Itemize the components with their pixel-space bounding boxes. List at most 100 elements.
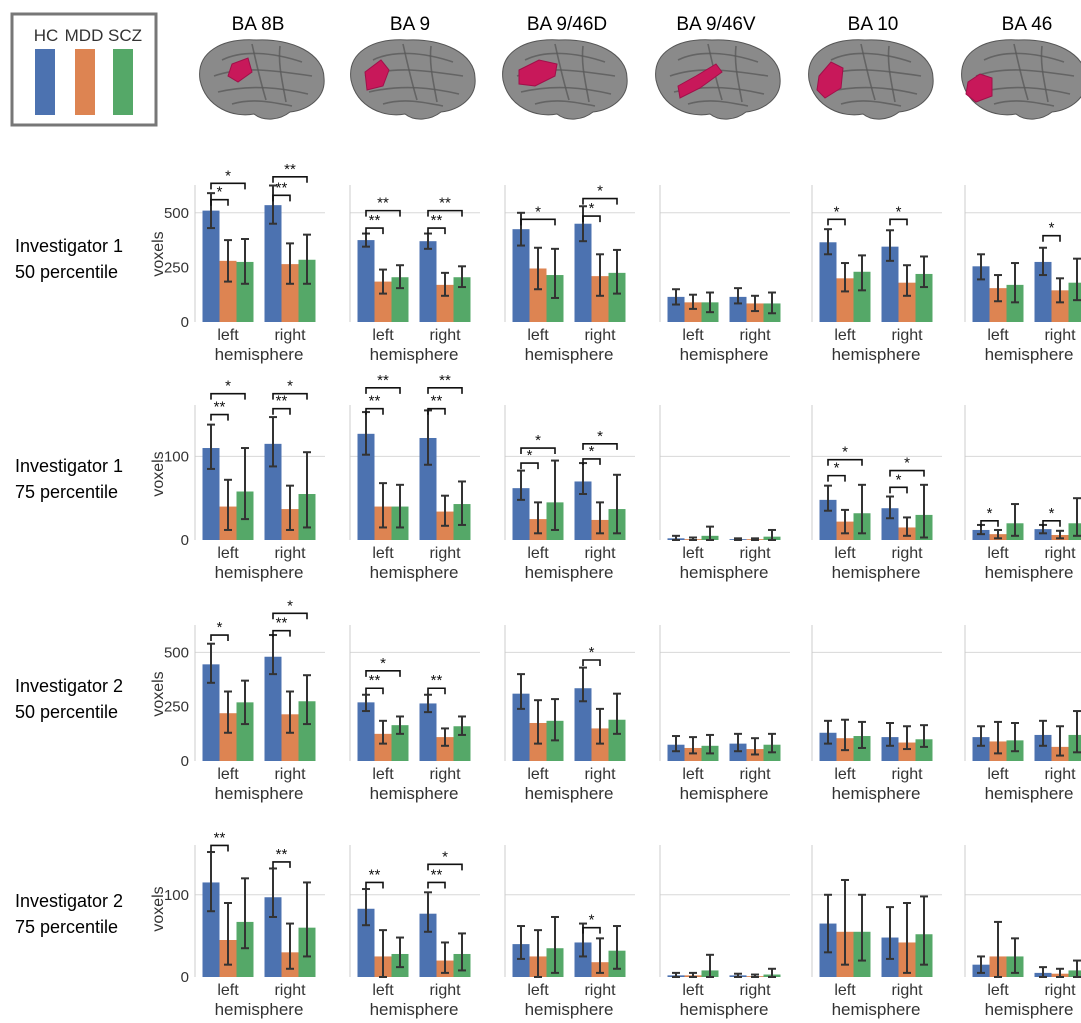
bar-mdd (684, 747, 702, 761)
significance-label: ** (276, 393, 288, 410)
significance-label: ** (431, 393, 443, 410)
bar-hc (729, 743, 747, 761)
significance-bracket (427, 687, 446, 695)
bar-mdd (898, 282, 916, 322)
significance-bracket (365, 209, 401, 217)
column-titles: BA 8B BA 9 BA 9/46D BA 9/46V BA 10 BA 46 (232, 14, 1053, 35)
bar-mdd (374, 281, 392, 322)
y-axis-label-row1: voxels (150, 231, 167, 276)
legend-swatch-mdd (75, 49, 95, 115)
bar-mdd (684, 302, 702, 322)
brain-sulcus (860, 43, 876, 101)
x-axis-label: hemisphere (985, 345, 1074, 364)
x-tick-label: left (217, 982, 239, 999)
x-tick-label: right (739, 982, 771, 999)
bar-hc (419, 241, 437, 322)
row-label-2-line2: 75 percentile (15, 482, 118, 502)
brain-sulcus (429, 45, 438, 103)
brain-sulcus (581, 45, 590, 103)
bar-hc (1034, 734, 1052, 761)
significance-bracket (365, 407, 384, 415)
significance-label: ** (276, 179, 288, 196)
significance-bracket (980, 519, 999, 527)
bar-hc (819, 499, 837, 540)
significance-bracket (365, 387, 401, 394)
significance-label: * (380, 655, 386, 672)
bar-scz (1068, 523, 1081, 540)
row-label-3-line1: Investigator 2 (15, 676, 123, 696)
bar-mdd (591, 728, 609, 761)
brain-sulcus (983, 52, 1065, 63)
x-tick-label: right (429, 982, 461, 999)
significance-label: * (1049, 505, 1055, 522)
bar-mdd (836, 278, 854, 322)
brain-region-highlight (364, 59, 390, 91)
x-tick-label: right (1044, 327, 1076, 344)
bar-hc (1034, 261, 1052, 322)
brain-sulcus (278, 45, 287, 103)
x-axis-label: hemisphere (215, 784, 304, 803)
significance-bracket (210, 392, 246, 400)
y-tick-label: 0 (181, 753, 189, 770)
significance-bracket (272, 392, 308, 400)
significance-label: * (225, 167, 231, 184)
x-tick-label: right (1044, 982, 1076, 999)
x-tick-label: right (584, 545, 616, 562)
brain-sulcus (677, 52, 759, 63)
bar-hc (729, 296, 747, 322)
significance-bracket (582, 443, 618, 450)
bar-scz (608, 272, 626, 322)
significance-label: * (597, 428, 603, 445)
row-label-4-line1: Investigator 2 (15, 891, 123, 911)
x-axis-label: hemisphere (370, 784, 459, 803)
bar-scz (608, 719, 626, 761)
significance-label: ** (214, 829, 226, 846)
bar-hc (819, 732, 837, 761)
y-axis-label-row4: voxels (150, 886, 167, 931)
brain-lateral-icon (961, 39, 1081, 120)
significance-label: ** (214, 399, 226, 416)
bar-scz (1068, 282, 1081, 322)
x-tick-label: right (891, 545, 923, 562)
significance-bracket (1042, 519, 1061, 527)
bar-scz (853, 271, 871, 322)
bar-hc (881, 246, 899, 322)
y-tick-label: 0 (181, 314, 189, 331)
significance-label: * (535, 432, 541, 449)
x-tick-label: right (1044, 545, 1076, 562)
bar-scz (453, 277, 471, 322)
brain-region-highlight (816, 61, 844, 99)
bar-hc (419, 913, 437, 977)
significance-label: ** (369, 212, 381, 229)
bar-hc (202, 448, 220, 540)
brain-sulcus (887, 45, 896, 103)
significance-bracket (427, 387, 463, 394)
significance-label: ** (431, 866, 443, 883)
column-title-ba946v: BA 9/46V (676, 14, 756, 35)
bar-hc (264, 443, 282, 540)
brain-lateral-icon (350, 39, 476, 120)
x-tick-label: left (987, 766, 1009, 783)
legend-swatch-scz (113, 49, 133, 115)
bar-hc (881, 737, 899, 761)
x-tick-label: left (682, 327, 704, 344)
bar-hc (419, 703, 437, 761)
bar-scz (453, 726, 471, 761)
significance-bracket (827, 458, 863, 466)
brain-outline (655, 39, 781, 120)
bar-hc (357, 702, 375, 761)
legend-swatch-hc (35, 49, 55, 115)
brain-sulcus (231, 100, 293, 107)
significance-label: * (225, 378, 231, 395)
